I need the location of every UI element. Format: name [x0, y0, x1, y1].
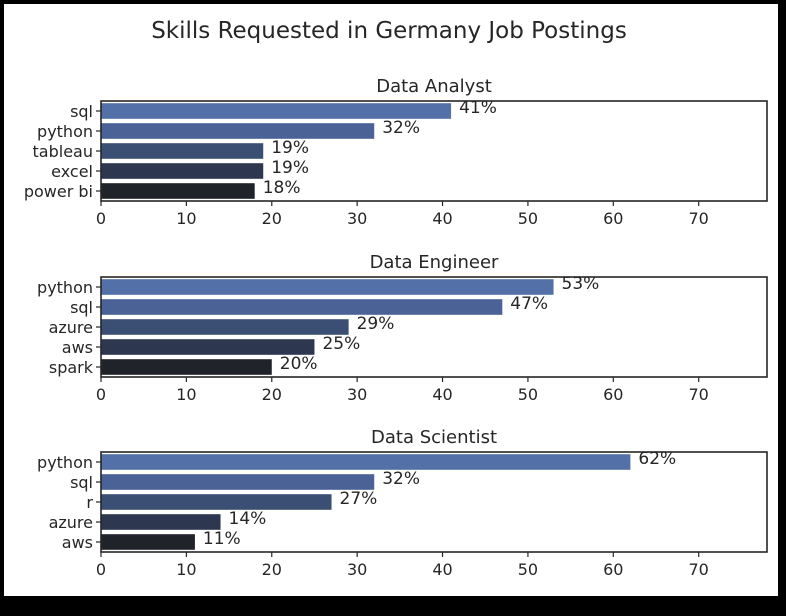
category-label-0-0: sql — [70, 102, 93, 121]
bar-1-1 — [101, 299, 502, 315]
data-label-0-1: 32% — [382, 118, 420, 138]
bar-2-1 — [101, 474, 374, 490]
bar-2-3 — [101, 514, 221, 530]
x-tick-label-1-2: 20 — [262, 385, 282, 404]
category-label-1-2: azure — [49, 318, 93, 337]
data-label-2-2: 27% — [340, 489, 378, 509]
category-label-0-3: excel — [51, 162, 93, 181]
data-label-0-2: 19% — [271, 138, 309, 158]
category-label-1-3: aws — [62, 338, 93, 357]
x-tick-label-1-3: 30 — [347, 385, 367, 404]
x-tick-label-0-2: 20 — [262, 209, 282, 228]
x-tick-label-2-6: 60 — [603, 560, 623, 579]
x-tick-label-1-0: 0 — [96, 385, 106, 404]
data-label-1-4: 20% — [280, 354, 318, 374]
x-tick-label-1-7: 70 — [689, 385, 709, 404]
chart-title: Skills Requested in Germany Job Postings — [151, 18, 627, 44]
x-tick-label-2-7: 70 — [689, 560, 709, 579]
data-label-1-3: 25% — [322, 334, 360, 354]
x-tick-label-2-2: 20 — [262, 560, 282, 579]
bar-0-3 — [101, 163, 263, 179]
bar-0-2 — [101, 143, 263, 159]
bar-0-0 — [101, 103, 451, 119]
x-tick-label-2-0: 0 — [96, 560, 106, 579]
x-tick-label-2-5: 50 — [518, 560, 538, 579]
bar-2-4 — [101, 534, 195, 550]
x-tick-label-0-6: 60 — [603, 209, 623, 228]
bar-0-1 — [101, 123, 374, 139]
data-label-0-3: 19% — [271, 158, 309, 178]
category-label-0-1: python — [37, 122, 93, 141]
x-tick-label-0-7: 70 — [689, 209, 709, 228]
bar-2-2 — [101, 494, 332, 510]
data-label-1-2: 29% — [357, 314, 395, 334]
x-tick-label-0-5: 50 — [518, 209, 538, 228]
x-tick-label-2-1: 10 — [176, 560, 196, 579]
category-label-1-0: python — [37, 278, 93, 297]
category-label-2-2: r — [86, 493, 93, 512]
category-label-2-1: sql — [70, 473, 93, 492]
x-tick-label-0-1: 10 — [176, 209, 196, 228]
data-label-0-4: 18% — [263, 178, 301, 198]
bar-1-0 — [101, 279, 554, 295]
bar-1-4 — [101, 359, 272, 375]
panel-title-2: Data Scientist — [371, 427, 497, 448]
category-label-0-4: power bi — [24, 182, 93, 201]
category-label-2-0: python — [37, 453, 93, 472]
data-label-1-1: 47% — [510, 294, 548, 314]
x-tick-label-2-3: 30 — [347, 560, 367, 579]
x-tick-label-1-6: 60 — [603, 385, 623, 404]
category-label-1-4: spark — [49, 358, 94, 377]
bar-0-4 — [101, 183, 255, 199]
data-label-2-1: 32% — [382, 469, 420, 489]
x-tick-label-1-4: 40 — [432, 385, 452, 404]
category-label-2-3: azure — [49, 513, 93, 532]
x-tick-label-0-3: 30 — [347, 209, 367, 228]
bar-1-3 — [101, 339, 314, 355]
data-label-2-4: 11% — [203, 529, 241, 549]
panel-title-0: Data Analyst — [376, 76, 492, 97]
x-tick-label-0-4: 40 — [432, 209, 452, 228]
category-label-1-1: sql — [70, 298, 93, 317]
bar-2-0 — [101, 454, 630, 470]
data-label-2-3: 14% — [229, 509, 267, 529]
bar-1-2 — [101, 319, 349, 335]
chart-figure: Skills Requested in Germany Job Postings… — [4, 4, 778, 596]
panel-title-1: Data Engineer — [370, 252, 499, 273]
category-label-2-4: aws — [62, 533, 93, 552]
category-label-0-2: tableau — [33, 142, 93, 161]
x-tick-label-0-0: 0 — [96, 209, 106, 228]
x-tick-label-2-4: 40 — [432, 560, 452, 579]
x-tick-label-1-1: 10 — [176, 385, 196, 404]
x-tick-label-1-5: 50 — [518, 385, 538, 404]
figure-frame: Skills Requested in Germany Job Postings… — [4, 4, 778, 596]
